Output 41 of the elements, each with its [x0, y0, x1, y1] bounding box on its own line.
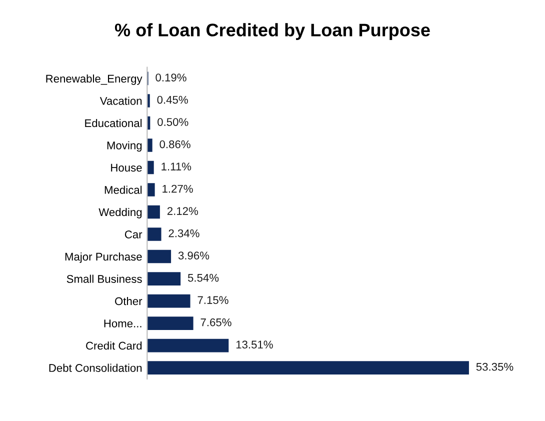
bar	[147, 316, 194, 330]
bar	[147, 94, 150, 108]
data-label: 7.65%	[200, 318, 232, 326]
y-tick-label: Renewable_Energy	[46, 74, 142, 85]
y-tick-label: Car	[124, 230, 142, 238]
bar	[147, 138, 152, 152]
y-tick-label: Debt Consolidation	[49, 364, 142, 372]
data-label: 13.51%	[236, 340, 273, 349]
data-label: 0.50%	[158, 118, 188, 126]
data-label: 1.11%	[162, 162, 192, 170]
y-tick-label: Medical	[104, 186, 142, 194]
y-tick-label: House	[111, 164, 142, 172]
bar	[147, 272, 181, 286]
y-tick-label: Vacation	[100, 96, 142, 105]
data-label: 0.86%	[160, 140, 190, 148]
y-tick-label: Small Business	[66, 274, 142, 283]
data-label: 3.96%	[178, 252, 210, 260]
chart-title: % of Loan Credited by Loan Purpose	[114, 23, 430, 40]
data-label: 0.19%	[156, 74, 186, 82]
bar	[147, 361, 469, 374]
y-tick-label: Credit Card	[86, 341, 142, 350]
y-tick-label: Educational	[85, 118, 142, 128]
data-label: 7.15%	[198, 296, 228, 304]
data-label: 5.54%	[188, 274, 219, 282]
y-tick-label: Home...	[104, 320, 142, 328]
y-tick-label: Moving	[107, 141, 142, 152]
bar	[147, 294, 190, 308]
y-tick-label: Wedding	[98, 208, 142, 218]
y-tick-label: Major Purchase	[65, 252, 142, 263]
bar	[147, 205, 160, 219]
data-label: 1.27%	[162, 184, 193, 193]
bar	[147, 183, 155, 196]
bar	[147, 228, 162, 241]
data-label: 2.12%	[167, 207, 198, 215]
bar	[147, 160, 154, 174]
data-label: 53.35%	[476, 362, 514, 371]
data-label: 2.34%	[168, 229, 200, 238]
data-label: 0.45%	[157, 96, 188, 104]
bar	[147, 338, 229, 352]
y-tick-label: Other	[115, 296, 142, 306]
bar	[147, 250, 172, 264]
